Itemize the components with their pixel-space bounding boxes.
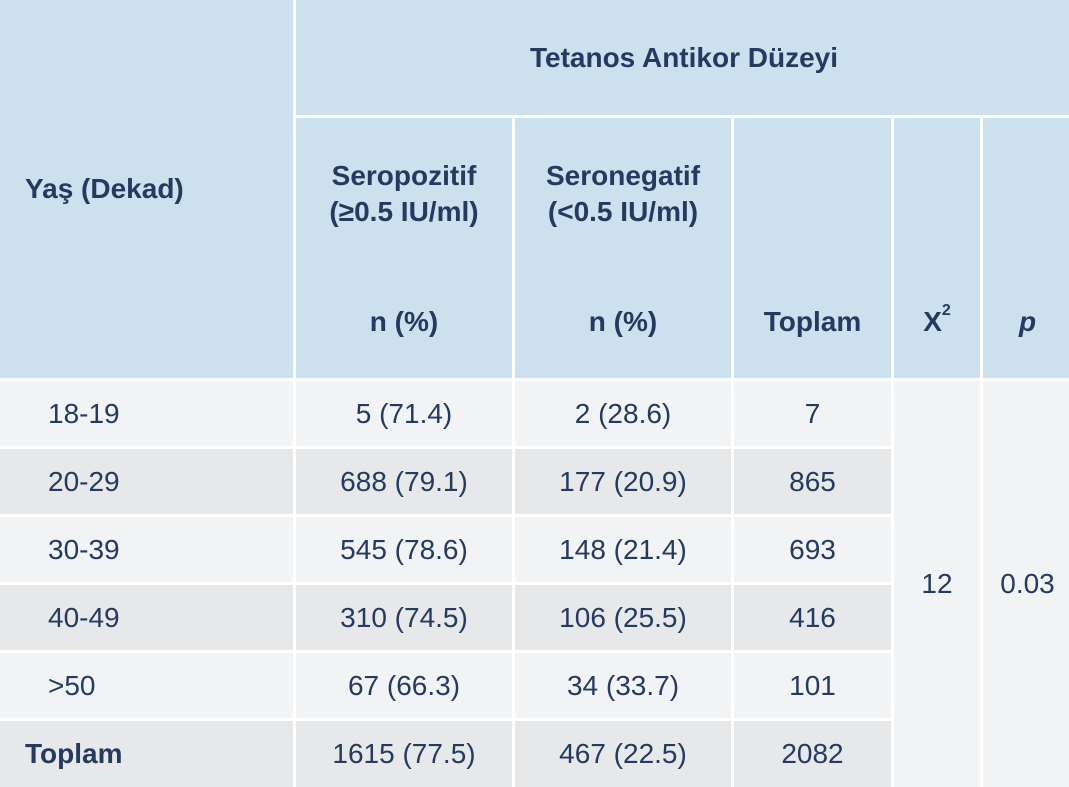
- col-header-seronegative-line1: Seronegatif: [545, 160, 701, 191]
- group-header: Tetanos Antikor Düzeyi: [296, 0, 1069, 115]
- chi-square-value: 12: [894, 381, 980, 787]
- cell-seropositive: 688 (79.1): [296, 449, 512, 514]
- row-age: 30-39: [0, 517, 293, 582]
- row-age: 20-29: [0, 449, 293, 514]
- summary-label: Toplam: [0, 721, 293, 787]
- col-header-seronegative-unit: n (%): [588, 306, 658, 337]
- chi-square-value-text: 12: [921, 568, 953, 599]
- col-header-seropositive: Seropozitif (≥0.5 IU/ml) n (%): [296, 118, 512, 378]
- chi-superscript: 2: [941, 301, 951, 319]
- cell-seronegative: 177 (20.9): [515, 449, 731, 514]
- col-header-seropositive-unit: n (%): [369, 306, 439, 337]
- chi-base: X: [923, 306, 942, 337]
- col-header-p-label: p: [1018, 306, 1037, 337]
- row-header-age: Yaş (Dekad): [0, 0, 293, 378]
- summary-seronegative: 467 (22.5): [515, 721, 731, 787]
- col-header-chi-label: X2: [923, 302, 951, 338]
- row-header-age-label: Yaş (Dekad): [25, 173, 184, 204]
- p-value: 0.03: [983, 381, 1069, 787]
- group-header-label: Tetanos Antikor Düzeyi: [529, 41, 839, 73]
- col-header-chi-square: X2: [894, 118, 980, 378]
- cell-seronegative: 106 (25.5): [515, 585, 731, 650]
- cell-total: 416: [734, 585, 891, 650]
- col-header-seropositive-line1: Seropozitif: [331, 160, 477, 191]
- cell-seronegative: 2 (28.6): [515, 381, 731, 446]
- col-header-total-label: Toplam: [763, 306, 862, 337]
- cell-total: 101: [734, 653, 891, 718]
- cell-total: 7: [734, 381, 891, 446]
- col-header-total: Toplam: [734, 118, 891, 378]
- cell-total: 693: [734, 517, 891, 582]
- col-header-p: p: [983, 118, 1069, 378]
- row-age: >50: [0, 653, 293, 718]
- row-age: 40-49: [0, 585, 293, 650]
- cell-seronegative: 34 (33.7): [515, 653, 731, 718]
- cell-total: 865: [734, 449, 891, 514]
- cell-seronegative: 148 (21.4): [515, 517, 731, 582]
- summary-total: 2082: [734, 721, 891, 787]
- cell-seropositive: 67 (66.3): [296, 653, 512, 718]
- cell-seropositive: 545 (78.6): [296, 517, 512, 582]
- p-value-text: 0.03: [1000, 568, 1055, 599]
- row-age: 18-19: [0, 381, 293, 446]
- cell-seropositive: 310 (74.5): [296, 585, 512, 650]
- cell-seropositive: 5 (71.4): [296, 381, 512, 446]
- summary-seropositive: 1615 (77.5): [296, 721, 512, 787]
- col-header-seronegative: Seronegatif (<0.5 IU/ml) n (%): [515, 118, 731, 378]
- col-header-seropositive-line2: (≥0.5 IU/ml): [329, 196, 479, 227]
- col-header-seronegative-line2: (<0.5 IU/ml): [547, 196, 699, 227]
